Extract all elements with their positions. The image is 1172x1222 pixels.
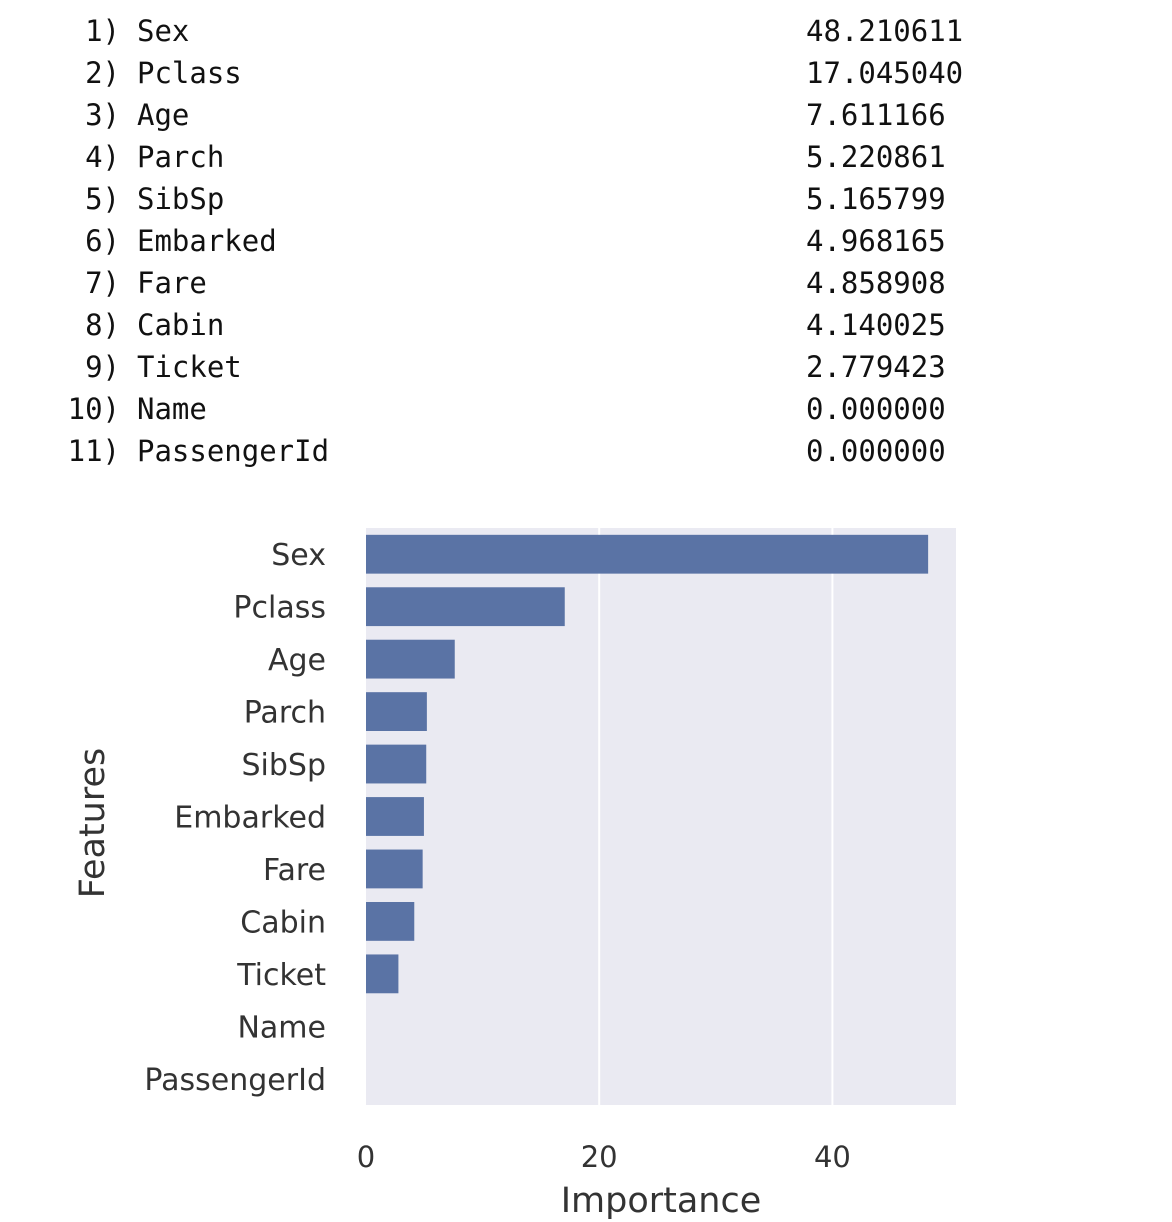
y-tick-label: Pclass	[233, 591, 326, 626]
bar	[366, 849, 423, 889]
printout-feature-name: Sex	[137, 14, 190, 48]
y-tick-label: Embarked	[174, 801, 326, 836]
printout-row: 10) Name 0.000000	[0, 388, 1172, 430]
bars	[366, 534, 929, 994]
printout-row: 6) Embarked 4.968165	[0, 220, 1172, 262]
printout-row: 8) Cabin 4.140025	[0, 304, 1172, 346]
printout-feature-value: 17.045040	[806, 56, 964, 90]
printout-row: 7) Fare 4.858908	[0, 262, 1172, 304]
y-axis-label: Features	[73, 748, 113, 899]
bar	[366, 692, 427, 731]
printout-feature-value: 0.000000	[806, 392, 946, 426]
y-tick-label: SibSp	[241, 748, 326, 783]
bar	[366, 954, 399, 994]
printout-rank: 7)	[85, 266, 120, 300]
bar	[366, 534, 929, 574]
bar	[366, 902, 415, 941]
printout-feature-name: Parch	[137, 140, 225, 174]
printout-feature-name: Pclass	[137, 56, 242, 90]
printout-row: 11) PassengerId 0.000000	[0, 430, 1172, 472]
bar	[366, 797, 424, 836]
printout-feature-value: 5.220861	[806, 140, 946, 174]
printout-feature-name: Name	[137, 392, 207, 426]
y-tick-label: Fare	[263, 853, 326, 888]
printout-row: 2) Pclass 17.045040	[0, 52, 1172, 94]
printout-rank: 4)	[85, 140, 120, 174]
bar	[366, 744, 427, 784]
y-tick-label: Sex	[271, 538, 326, 573]
x-tick-label: 20	[581, 1140, 618, 1174]
printout-feature-value: 48.210611	[806, 14, 964, 48]
printout-row: 4) Parch 5.220861	[0, 136, 1172, 178]
printout-feature-name: Age	[137, 98, 190, 132]
printout-rank: 3)	[85, 98, 120, 132]
y-tick-label: Age	[268, 643, 326, 678]
y-tick-label: Cabin	[240, 905, 326, 940]
printout-feature-value: 4.858908	[806, 266, 946, 300]
bar	[366, 587, 565, 627]
bar	[366, 639, 455, 679]
printout-rank: 6)	[85, 224, 120, 258]
printout-feature-name: Fare	[137, 266, 207, 300]
printout-rank: 10)	[67, 392, 120, 426]
printout-feature-name: Ticket	[137, 350, 242, 384]
printout-feature-name: Embarked	[137, 224, 277, 258]
printout-feature-name: Cabin	[137, 308, 225, 342]
y-tick-label: Name	[237, 1010, 326, 1045]
printout-feature-name: PassengerId	[137, 434, 330, 468]
printout-feature-name: SibSp	[137, 182, 225, 216]
grid-lines	[598, 528, 834, 1105]
printout-row: 9) Ticket 2.779423	[0, 346, 1172, 388]
printout-rank: 9)	[85, 350, 120, 384]
printout-rank: 8)	[85, 308, 120, 342]
printout-feature-value: 2.779423	[806, 350, 946, 384]
printout-rank: 11)	[67, 434, 120, 468]
y-tick-label: Ticket	[236, 958, 326, 993]
printout-row: 5) SibSp 5.165799	[0, 178, 1172, 220]
x-tick-labels: 0 20 40	[357, 1140, 851, 1174]
printout-feature-value: 4.968165	[806, 224, 946, 258]
y-tick-label: PassengerId	[144, 1063, 326, 1098]
printout-rank: 1)	[85, 14, 120, 48]
y-tick-labels: Sex Pclass Age Parch SibSp Embarked Fare Cabin T…	[144, 538, 326, 1098]
printout-feature-value: 4.140025	[806, 308, 946, 342]
printout-feature-value: 5.165799	[806, 182, 946, 216]
printout-feature-value: 7.611166	[806, 98, 946, 132]
x-tick-label: 40	[814, 1140, 851, 1174]
feature-ranking-printout: 1) Sex 48.210611 2) Pclass 17.045040 3) Age 7.61…	[0, 10, 1172, 472]
printout-feature-value: 0.000000	[806, 434, 946, 468]
x-axis-label: Importance	[561, 1181, 762, 1221]
x-tick-label: 0	[357, 1140, 375, 1174]
printout-row: 1) Sex 48.210611	[0, 10, 1172, 52]
printout-row: 3) Age 7.611166	[0, 94, 1172, 136]
printout-rank: 5)	[85, 182, 120, 216]
printout-rank: 2)	[85, 56, 120, 90]
y-tick-label: Parch	[244, 696, 326, 731]
